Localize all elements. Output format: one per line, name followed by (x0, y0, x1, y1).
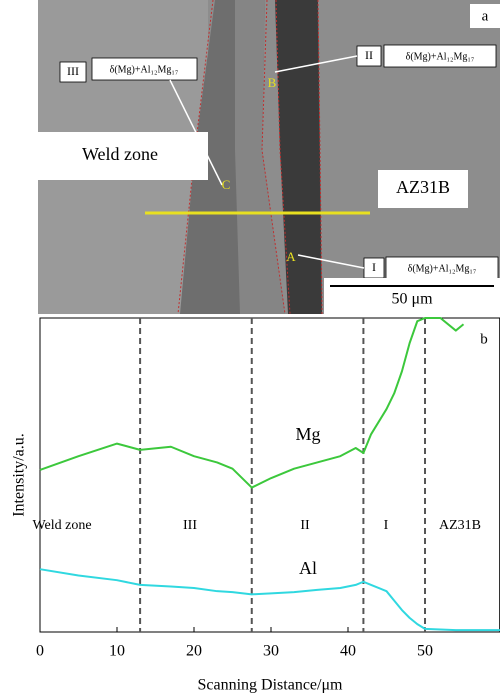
scale-label: 50 μm (391, 291, 433, 308)
panel-label: b (480, 331, 488, 347)
phase-label: δ(Mg)+Al₁₂Mg₁₇ (110, 64, 179, 75)
x-tick-label: 10 (109, 643, 125, 660)
y-axis-label: Intensity/a.u. (11, 433, 28, 517)
series-label: Al (299, 558, 317, 578)
x-axis-label: Scanning Distance/μm (198, 677, 344, 694)
region-label: I (384, 518, 389, 533)
plot-frame (40, 318, 500, 632)
page: {"micrograph": {"panel_label": "a", "pha… (0, 0, 500, 697)
point-label: B (268, 75, 277, 90)
point-label: A (286, 249, 296, 264)
phase-label: δ(Mg)+Al₁₂Mg₁₇ (408, 263, 477, 274)
region-label: III (183, 518, 197, 533)
figure: a III δ(Mg)+Al₁₂Mg₁₇ II δ(Mg)+Al₁₂Mg₁₇ I… (0, 0, 500, 697)
series-label: Mg (295, 424, 320, 444)
region-label: II (300, 518, 310, 533)
region-label: Weld zone (32, 518, 91, 533)
base-metal-label: AZ31B (396, 177, 450, 197)
x-tick-label: 30 (263, 643, 279, 660)
weld-zone-label: Weld zone (82, 144, 158, 164)
x-tick-label: 20 (186, 643, 202, 660)
x-tick-label: 40 (340, 643, 356, 660)
panel-label: a (482, 8, 489, 24)
point-label: C (222, 177, 231, 192)
zone-label: III (67, 64, 79, 78)
phase-label: δ(Mg)+Al₁₂Mg₁₇ (406, 51, 475, 62)
x-tick-label: 50 (417, 643, 433, 660)
zone-label: I (372, 260, 376, 274)
zone-label: II (365, 48, 373, 62)
x-tick-label: 0 (36, 643, 44, 660)
region-label: AZ31B (439, 518, 481, 533)
